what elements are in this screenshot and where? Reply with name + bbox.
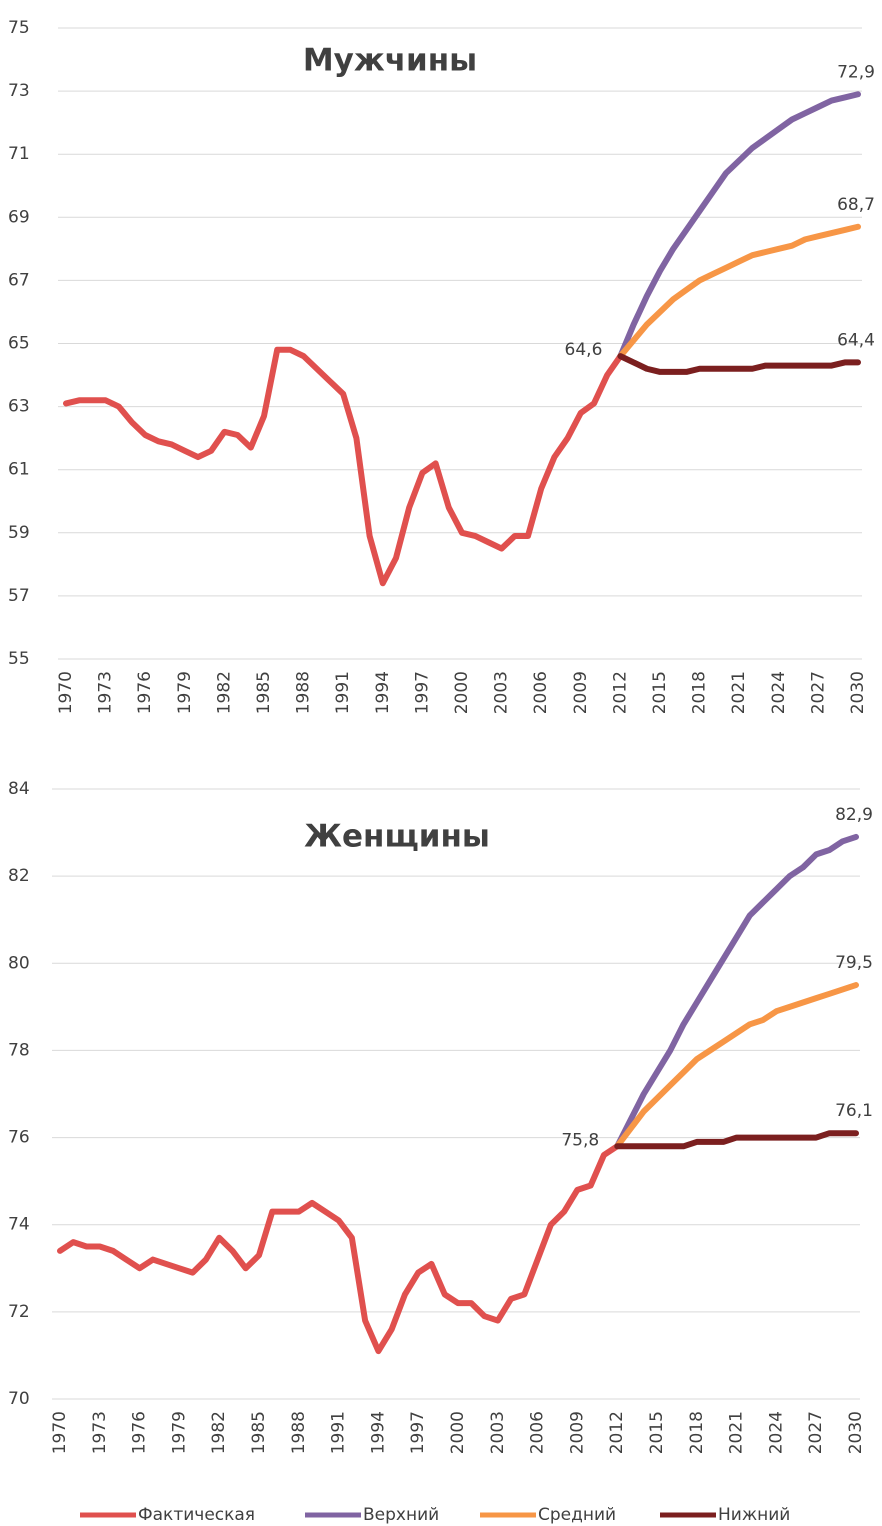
x-tick-label: 2006 bbox=[528, 1411, 548, 1454]
x-tick-label: 2027 bbox=[808, 671, 828, 714]
x-tick-label: 2006 bbox=[531, 671, 551, 714]
series-line: Нижний bbox=[617, 353, 861, 375]
x-tick-label: 2027 bbox=[806, 1411, 826, 1454]
data-label: 64,6 bbox=[565, 340, 603, 360]
x-tick-label: 1997 bbox=[408, 1411, 428, 1454]
chart-title: Мужчины bbox=[303, 43, 477, 79]
x-tick-label: 1976 bbox=[130, 1411, 150, 1454]
x-tick-label: 1970 bbox=[56, 671, 76, 714]
y-tick-label: 71 bbox=[8, 144, 30, 164]
series-line: Фактическая bbox=[57, 1143, 621, 1355]
x-tick-label: 1994 bbox=[373, 671, 393, 714]
y-tick-label: 82 bbox=[8, 866, 30, 886]
legend-label: Фактическая bbox=[138, 1505, 255, 1525]
x-tick-label: 2012 bbox=[610, 671, 630, 714]
data-label: 76,1 bbox=[835, 1101, 873, 1121]
x-tick-label: 1985 bbox=[254, 671, 274, 714]
y-tick-label: 65 bbox=[8, 334, 30, 354]
x-tick-label: 2021 bbox=[727, 1411, 747, 1454]
data-label: 75,8 bbox=[561, 1130, 599, 1150]
y-tick-label: 80 bbox=[8, 953, 30, 973]
series-line: Нижний bbox=[614, 1130, 859, 1150]
x-tick-label: 1973 bbox=[96, 671, 116, 714]
x-tick-label: 2012 bbox=[607, 1411, 627, 1454]
x-tick-label: 2003 bbox=[488, 1411, 508, 1454]
x-tick-label: 1988 bbox=[294, 671, 314, 714]
legend-label: Верхний bbox=[363, 1505, 439, 1525]
data-label: 68,7 bbox=[837, 195, 875, 215]
x-tick-label: 2009 bbox=[571, 671, 591, 714]
x-tick-label: 2000 bbox=[452, 671, 472, 714]
y-tick-label: 57 bbox=[8, 586, 30, 606]
chart-title: Женщины bbox=[304, 819, 490, 855]
x-tick-label: 1991 bbox=[333, 671, 353, 714]
data-label: 72,9 bbox=[837, 62, 875, 82]
x-tick-label: 2018 bbox=[690, 671, 710, 714]
y-tick-label: 78 bbox=[8, 1040, 30, 1060]
x-tick-label: 1982 bbox=[214, 671, 234, 714]
x-tick-label: 2021 bbox=[729, 671, 749, 714]
legend-label: Средний bbox=[538, 1505, 616, 1525]
x-tick-label: 2009 bbox=[567, 1411, 587, 1454]
x-tick-label: 1997 bbox=[412, 671, 432, 714]
y-tick-label: 73 bbox=[8, 81, 30, 101]
series-line: Верхний bbox=[614, 833, 859, 1150]
x-tick-label: 2003 bbox=[492, 671, 512, 714]
x-tick-label: 1985 bbox=[249, 1411, 269, 1454]
y-tick-label: 55 bbox=[8, 649, 30, 669]
x-tick-label: 2015 bbox=[647, 1411, 667, 1454]
y-tick-label: 76 bbox=[8, 1128, 30, 1148]
y-tick-label: 74 bbox=[8, 1215, 30, 1235]
x-tick-label: 1979 bbox=[169, 1411, 189, 1454]
x-tick-label: 2030 bbox=[848, 671, 868, 714]
x-tick-label: 2000 bbox=[448, 1411, 468, 1454]
legend-label: Нижний bbox=[718, 1505, 790, 1525]
x-tick-label: 2024 bbox=[769, 671, 789, 714]
y-tick-label: 63 bbox=[8, 397, 30, 417]
series-line: Верхний bbox=[617, 91, 861, 360]
x-tick-label: 2015 bbox=[650, 671, 670, 714]
x-tick-label: 1991 bbox=[329, 1411, 349, 1454]
data-label: 79,5 bbox=[835, 953, 873, 973]
x-tick-label: 2018 bbox=[687, 1411, 707, 1454]
y-tick-label: 84 bbox=[8, 779, 30, 799]
x-tick-label: 1982 bbox=[209, 1411, 229, 1454]
x-tick-label: 1994 bbox=[368, 1411, 388, 1454]
y-tick-label: 61 bbox=[8, 460, 30, 480]
y-tick-label: 59 bbox=[8, 523, 30, 543]
x-tick-label: 2030 bbox=[846, 1411, 866, 1454]
x-tick-label: 1970 bbox=[50, 1411, 70, 1454]
y-tick-label: 67 bbox=[8, 270, 30, 290]
series-line: Средний bbox=[614, 982, 859, 1150]
data-label: 82,9 bbox=[835, 805, 873, 825]
x-tick-label: 1976 bbox=[135, 671, 155, 714]
x-tick-label: 1973 bbox=[90, 1411, 110, 1454]
x-tick-label: 1988 bbox=[289, 1411, 309, 1454]
y-tick-label: 70 bbox=[8, 1389, 30, 1409]
y-tick-label: 72 bbox=[8, 1302, 30, 1322]
x-tick-label: 1979 bbox=[175, 671, 195, 714]
series-line: Фактическая bbox=[63, 346, 624, 587]
y-tick-label: 69 bbox=[8, 207, 30, 227]
y-tick-label: 75 bbox=[8, 18, 30, 38]
data-label: 64,4 bbox=[837, 330, 875, 350]
x-tick-label: 2024 bbox=[766, 1411, 786, 1454]
series-line: Средний bbox=[617, 223, 861, 360]
